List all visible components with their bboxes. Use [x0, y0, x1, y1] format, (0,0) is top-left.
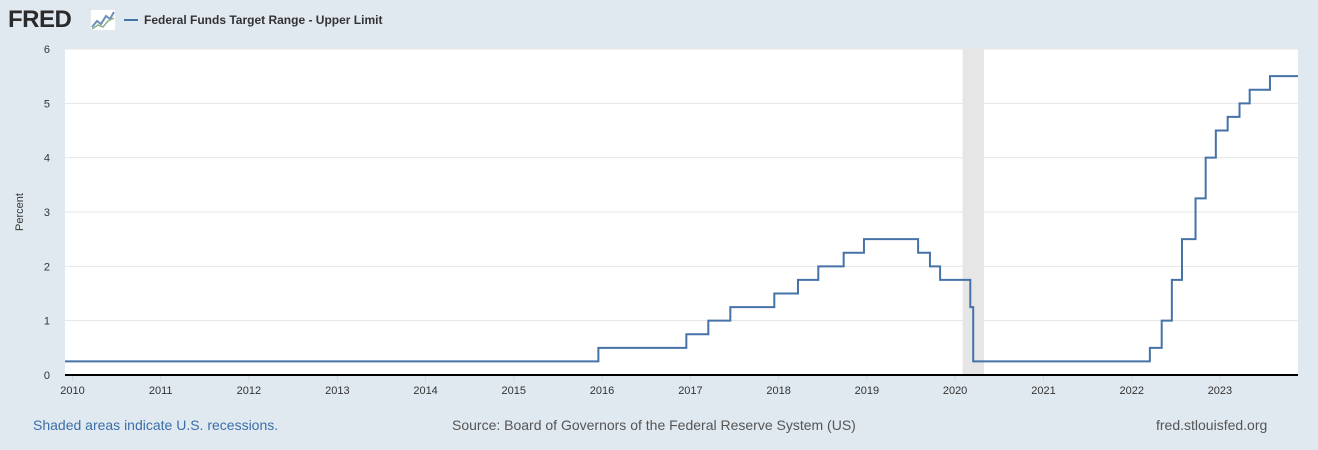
- x-tick-label: 2011: [149, 385, 173, 397]
- source-text: Source: Board of Governors of the Federa…: [452, 417, 856, 433]
- x-tick-label: 2023: [1208, 385, 1232, 397]
- x-tick-label: 2020: [943, 385, 967, 397]
- grid-layer: [65, 48, 1298, 322]
- series-layer: [65, 75, 1298, 363]
- x-tick-label: 2016: [590, 385, 614, 397]
- y-axis-ticks: 0 1 2 3 4 5 6: [44, 44, 50, 382]
- recession-note-link[interactable]: Shaded areas indicate U.S. recessions.: [33, 417, 279, 433]
- legend-series-swatch: [124, 19, 138, 21]
- y-tick-label: 4: [44, 153, 50, 165]
- x-tick-label: 2017: [678, 385, 702, 397]
- x-tick-label: 2018: [766, 385, 790, 397]
- series-line[interactable]: [65, 75, 1298, 363]
- x-tick-label: 2010: [60, 385, 84, 397]
- x-tick-label: 2014: [413, 385, 437, 397]
- y-tick-label: 6: [44, 44, 50, 56]
- x-tick-label: 2015: [502, 385, 526, 397]
- y-tick-label: 0: [44, 370, 50, 382]
- x-tick-label: 2013: [325, 385, 349, 397]
- x-tick-label: 2012: [237, 385, 261, 397]
- x-tick-label: 2021: [1031, 385, 1055, 397]
- y-tick-label: 5: [44, 98, 50, 110]
- chart-footer: Shaded areas indicate U.S. recessions. S…: [0, 414, 1318, 436]
- fred-chart-icon: [90, 9, 116, 31]
- y-tick-label: 1: [44, 316, 50, 328]
- y-axis-label: Percent: [14, 193, 26, 231]
- y-tick-label: 2: [44, 261, 50, 273]
- x-axis-ticks: 2010 2011 2012 2013 2014 2015 2016 2017 2018 2019…: [60, 375, 1232, 397]
- site-link[interactable]: fred.stlouisfed.org: [1156, 417, 1268, 433]
- fred-logo[interactable]: FRED: [8, 6, 72, 33]
- legend-series-label: Federal Funds Target Range - Upper Limit: [144, 13, 383, 27]
- chart-header: FRED Federal Funds Target Range - Upper …: [0, 0, 1318, 40]
- chart-legend[interactable]: Federal Funds Target Range - Upper Limit: [124, 11, 382, 29]
- x-tick-label: 2022: [1119, 385, 1143, 397]
- x-tick-label: 2019: [855, 385, 879, 397]
- y-tick-label: 3: [44, 207, 50, 219]
